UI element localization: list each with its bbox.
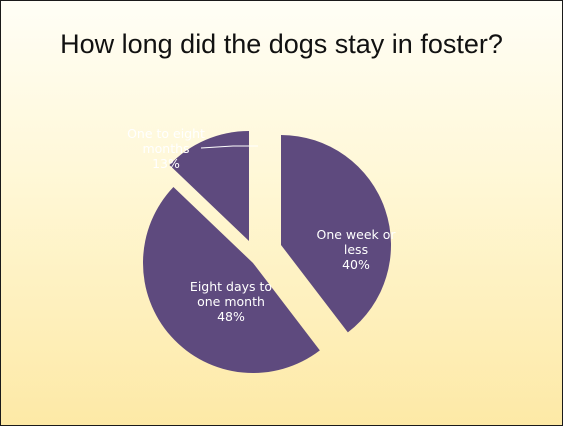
pie-slice <box>143 187 320 373</box>
slice-label: One week or less 40% <box>316 227 396 272</box>
pie-slice <box>169 131 249 241</box>
pie-slice <box>281 135 391 333</box>
leader-line <box>200 145 258 149</box>
slice-label: Eight days to one month 48% <box>190 279 272 324</box>
slide-title: How long did the dogs stay in foster? <box>60 29 503 59</box>
slice-label: One to eight months 13% <box>127 126 205 171</box>
